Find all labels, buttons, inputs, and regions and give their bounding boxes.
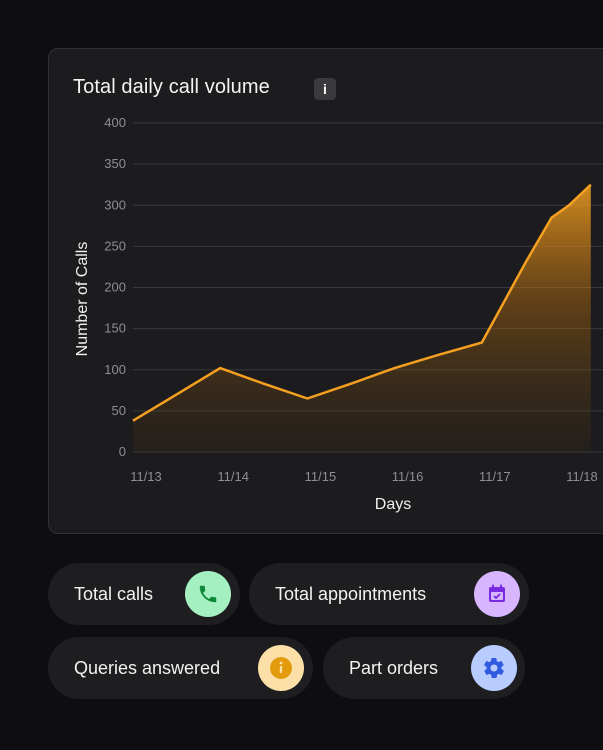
chip-label: Total appointments: [275, 584, 427, 604]
x-tick-label: 11/16: [392, 469, 424, 484]
chart-card: Total daily call volume i 0 50 100 150 200 25…: [48, 48, 603, 534]
series-line: [132, 183, 592, 422]
y-tick-label: 0: [119, 444, 126, 459]
y-tick-label: 400: [104, 115, 126, 130]
x-axis-label: Days: [375, 496, 411, 513]
y-tick-label: 100: [104, 362, 126, 377]
info-circle-icon: [258, 645, 304, 691]
y-tick-label: 350: [104, 156, 126, 171]
phone-icon: [185, 571, 231, 617]
total-appointments-chip[interactable]: Total appointments: [249, 563, 529, 625]
y-axis-label: Number of Calls: [74, 242, 91, 357]
y-tick-label: 300: [104, 197, 126, 212]
x-tick-label: 11/15: [305, 469, 337, 484]
x-tick-label: 11/13: [130, 469, 162, 484]
info-icon[interactable]: i: [314, 78, 336, 100]
y-tick-label: 150: [104, 321, 126, 336]
part-orders-chip[interactable]: Part orders: [323, 637, 525, 699]
x-tick-label: 11/14: [217, 469, 249, 484]
x-tick-label: 11/18: [566, 469, 598, 484]
chart-title: Total daily call volume: [73, 76, 270, 98]
chip-label: Queries answered: [74, 658, 221, 678]
queries-answered-chip[interactable]: Queries answered: [48, 637, 313, 699]
total-calls-chip[interactable]: Total calls: [48, 563, 240, 625]
y-tick-label: 200: [104, 280, 126, 295]
x-tick-label: 11/17: [479, 469, 511, 484]
calendar-check-icon: [474, 571, 520, 617]
gear-icon: [471, 645, 517, 691]
chip-label: Total calls: [74, 584, 154, 604]
chip-label: Part orders: [349, 658, 439, 678]
call-volume-chart: 0 50 100 150 200 250 300 350 400 11/13 11/14 11/15…: [74, 115, 603, 513]
y-tick-label: 50: [112, 403, 126, 418]
y-tick-label: 250: [104, 238, 126, 253]
series-area: [133, 184, 591, 452]
